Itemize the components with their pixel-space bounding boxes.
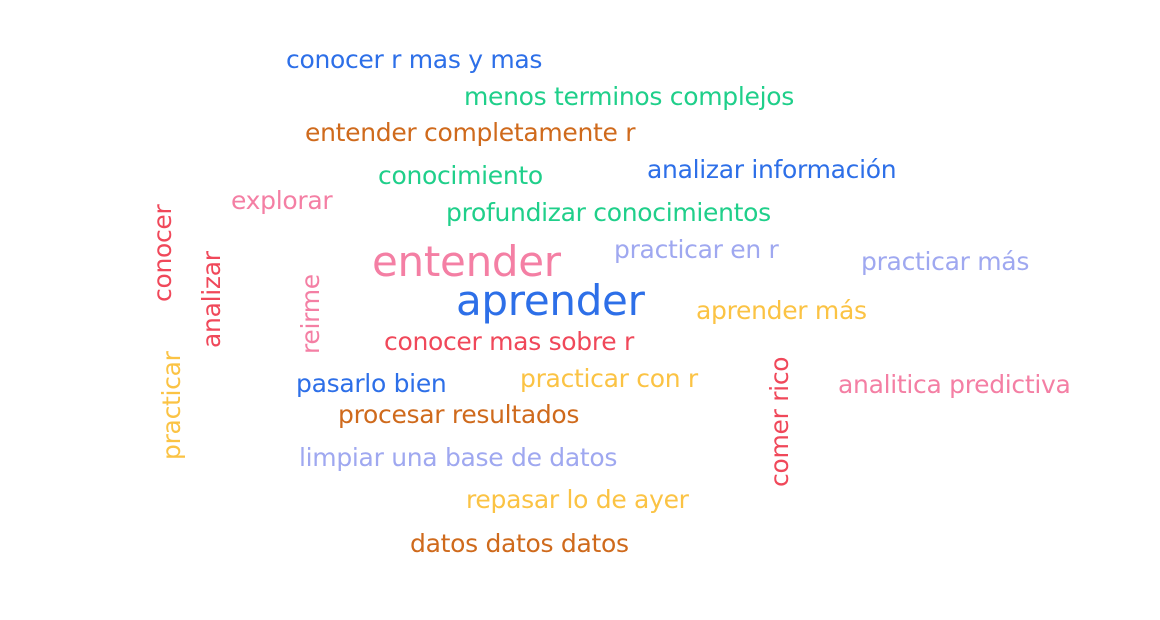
word-limpiar-una-base-de-datos: limpiar una base de datos (299, 443, 618, 472)
word-analizar-informacion: analizar información (647, 155, 897, 184)
word-explorar: explorar (231, 186, 333, 215)
word-practicar-mas: practicar más (861, 247, 1030, 276)
word-procesar-resultados: procesar resultados (338, 400, 580, 429)
word-conocimiento: conocimiento (378, 161, 543, 190)
word-reirme-vertical: reirme (296, 274, 325, 354)
word-analizar-vertical: analizar (197, 251, 226, 348)
word-practicar-vertical: practicar (157, 351, 186, 460)
word-aprender-mas: aprender más (696, 296, 867, 325)
word-pasarlo-bien: pasarlo bien (296, 369, 447, 398)
word-conocer-mas-sobre-r: conocer mas sobre r (384, 327, 635, 356)
word-entender: entender (372, 237, 561, 286)
word-analitica-predictiva: analitica predictiva (838, 370, 1071, 399)
word-practicar-en-r: practicar en r (614, 235, 779, 264)
word-datos-datos-datos: datos datos datos (410, 529, 629, 558)
word-entender-completamente-r: entender completamente r (305, 118, 636, 147)
word-conocer-vertical: conocer (148, 204, 177, 303)
word-repasar-lo-de-ayer: repasar lo de ayer (466, 485, 689, 514)
word-conocer-r-mas-y-mas: conocer r mas y mas (286, 45, 543, 74)
word-aprender: aprender (456, 276, 645, 325)
word-practicar-con-r: practicar con r (520, 364, 698, 393)
word-menos-terminos-complejos: menos terminos complejos (464, 82, 794, 111)
word-comer-rico-vertical: comer rico (765, 356, 794, 487)
word-profundizar-conocimientos: profundizar conocimientos (446, 198, 771, 227)
